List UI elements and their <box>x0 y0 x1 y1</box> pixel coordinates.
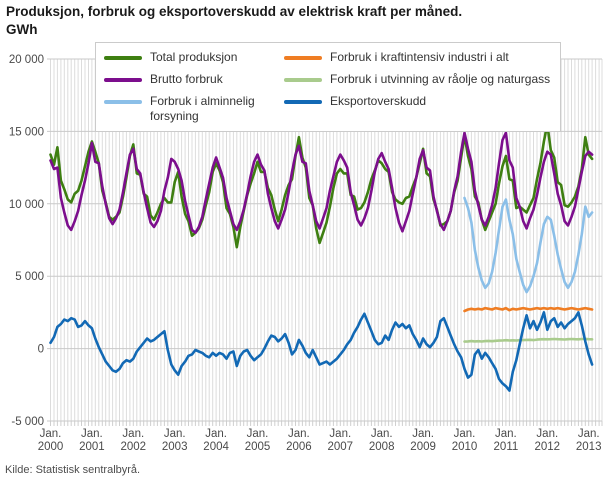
legend-swatch-forbruk-i-utvinning-av-r-olje-og-naturgass <box>284 78 322 82</box>
series-line-eksportoverskudd <box>49 311 594 392</box>
x-tick-label-year: 2013 <box>576 441 602 453</box>
legend-label: Forbruk i alminnelig forsyning <box>150 94 255 123</box>
x-tick-label-year: 2012 <box>535 441 561 453</box>
x-tick-label-month: Jan. <box>122 428 144 440</box>
y-tick-label: 5 000 <box>15 271 44 283</box>
chart-title: Produksjon, forbruk og eksportoverskudd … <box>6 4 463 19</box>
series-line-brutto-forbruk <box>49 131 594 235</box>
legend-label: Brutto forbruk <box>150 72 223 86</box>
x-tick-label-year: 2008 <box>369 441 395 453</box>
x-tick-label-month: Jan. <box>164 428 186 440</box>
x-tick-label-month: Jan. <box>329 428 351 440</box>
x-tick-label-year: 2000 <box>38 441 64 453</box>
chart-title-unit: GWh <box>6 22 38 38</box>
legend-label: Eksportoverskudd <box>330 94 427 108</box>
x-tick-label-month: Jan. <box>81 428 103 440</box>
legend-swatch-total-produksjon <box>104 56 142 60</box>
x-tick-label-year: 2010 <box>452 441 478 453</box>
legend-item-forbruk-i-alminnelig-forsyning[interactable]: Forbruk i alminnelig forsyning <box>104 94 284 124</box>
x-tick-label-year: 2011 <box>494 441 519 453</box>
series-line-forbruk-i-utvinning-av-r-olje-og-naturgass <box>463 337 594 343</box>
source-note: Kilde: Statistisk sentralbyrå. <box>5 464 141 476</box>
x-tick-label-month: Jan. <box>205 428 227 440</box>
x-tick-label-month: Jan. <box>412 428 434 440</box>
legend-label: Forbruk i kraftintensiv industri i alt <box>330 50 509 64</box>
x-tick-label-month: Jan. <box>454 428 476 440</box>
legend-label: Forbruk i utvinning av råolje og naturga… <box>330 72 551 86</box>
x-tick-label-month: Jan. <box>495 428 517 440</box>
y-tick-label: 20 000 <box>9 54 44 66</box>
x-tick-label-year: 2004 <box>203 441 229 453</box>
legend-item-forbruk-i-kraftintensiv-industri-i-alt[interactable]: Forbruk i kraftintensiv industri i alt <box>284 50 550 65</box>
y-tick-label: 10 000 <box>9 199 44 211</box>
legend-item-brutto-forbruk[interactable]: Brutto forbruk <box>104 72 284 87</box>
series-line-forbruk-i-alminnelig-forsyning <box>463 196 594 294</box>
legend-swatch-brutto-forbruk <box>104 78 142 82</box>
y-tick-label: 15 000 <box>9 126 44 138</box>
x-tick-label-year: 2003 <box>162 441 188 453</box>
x-tick-label-year: 2002 <box>121 441 147 453</box>
x-tick-label-year: 2001 <box>79 441 105 453</box>
x-tick-label-month: Jan. <box>40 428 62 440</box>
chart-legend: Total produksjon Forbruk i kraftintensiv … <box>95 42 562 132</box>
legend-item-total-produksjon[interactable]: Total produksjon <box>104 50 284 65</box>
x-tick-label-month: Jan. <box>247 428 269 440</box>
x-tick-label-year: 2009 <box>410 441 436 453</box>
legend-label: Total produksjon <box>150 50 238 64</box>
chart-title-block: Produksjon, forbruk og eksportoverskudd … <box>6 3 606 39</box>
x-tick-label-month: Jan. <box>536 428 558 440</box>
x-tick-label-year: 2005 <box>245 441 271 453</box>
legend-swatch-eksportoverskudd <box>284 100 322 104</box>
x-tick-label-year: 2006 <box>286 441 312 453</box>
x-tick-label-month: Jan. <box>578 428 600 440</box>
y-tick-label: 0 <box>38 344 44 356</box>
y-tick-label: -5 000 <box>11 416 44 428</box>
series-line-forbruk-i-kraftintensiv-industri-i-alt <box>463 306 594 313</box>
legend-item-forbruk-i-utvinning-av-r-olje-og-naturgass[interactable]: Forbruk i utvinning av råolje og naturga… <box>284 72 550 87</box>
legend-swatch-forbruk-i-kraftintensiv-industri-i-alt <box>284 56 322 60</box>
x-tick-label-month: Jan. <box>371 428 393 440</box>
x-tick-label-year: 2007 <box>328 441 354 453</box>
legend-item-eksportoverskudd[interactable]: Eksportoverskudd <box>284 94 550 124</box>
legend-swatch-forbruk-i-alminnelig-forsyning <box>104 100 142 104</box>
x-tick-label-month: Jan. <box>288 428 310 440</box>
